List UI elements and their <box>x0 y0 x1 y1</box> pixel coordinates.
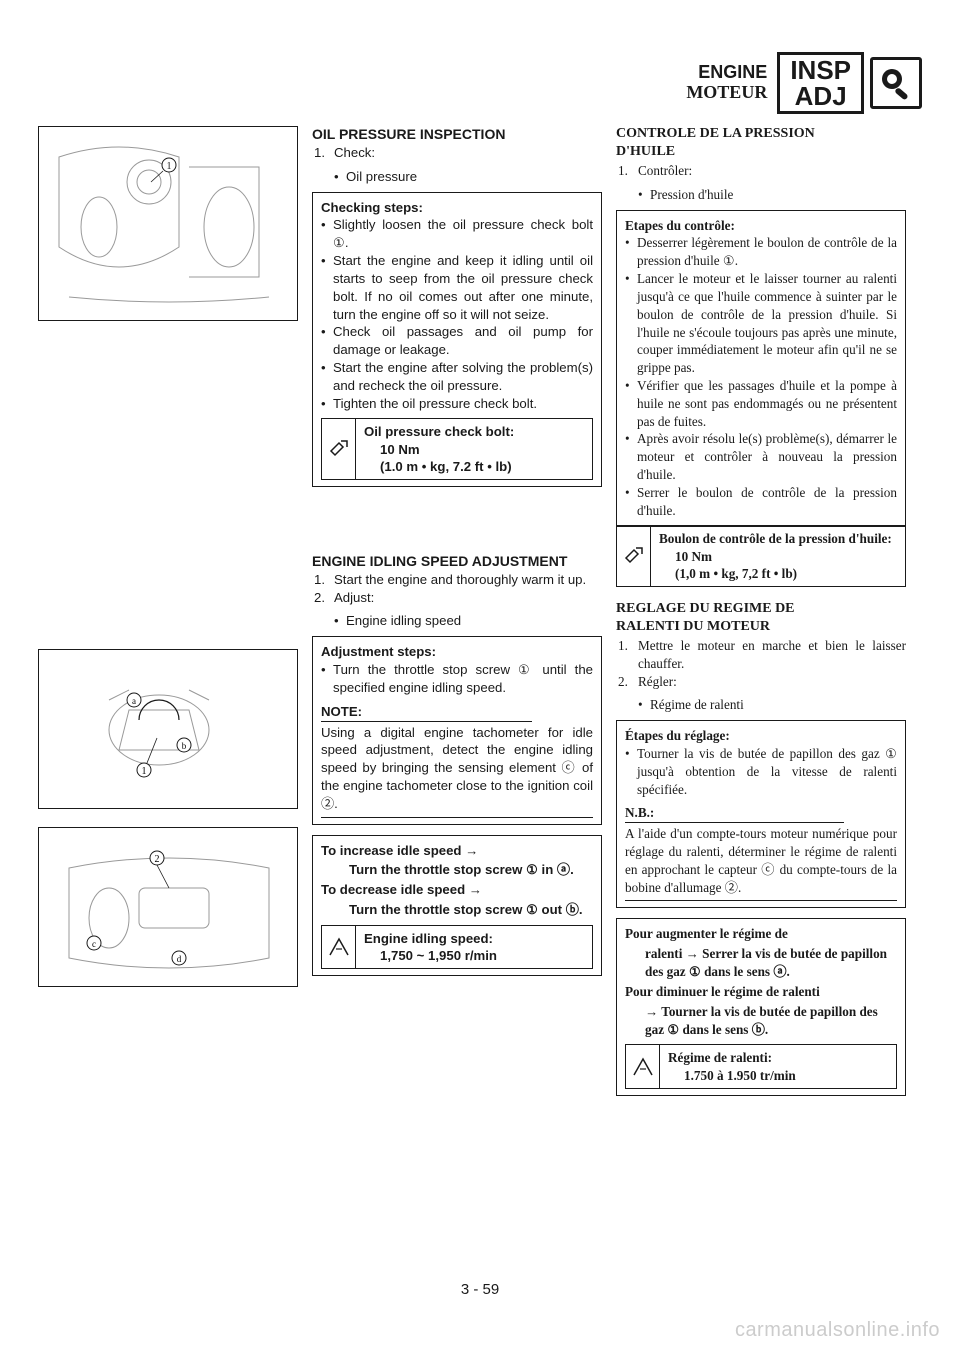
oil-step1-en: 1. Check: <box>312 144 602 162</box>
oil-bullet-fr: •Pression d'huile <box>638 186 906 204</box>
spec-l1-fr: Régime de ralenti: <box>668 1049 888 1066</box>
inc-l2-en: Turn the throttle stop screw ① in ⓐ. <box>321 861 593 879</box>
inc-l1-en: To increase idle speed → <box>321 842 593 860</box>
note-label-fr: N.B.: <box>625 804 844 823</box>
box1-item-en: •Start the engine after solving the prob… <box>321 359 593 395</box>
torque-box-en: Oil pressure check bolt: 10 Nm (1.0 m • … <box>321 418 593 479</box>
diagram-throttle-screw: a b 1 <box>38 649 298 809</box>
svg-text:1: 1 <box>142 766 147 777</box>
box2-title-en: Adjustment steps: <box>321 643 593 661</box>
spec-l1-en: Engine idling speed: <box>364 930 584 947</box>
header-section-box: INSP ADJ <box>777 52 864 114</box>
header-labels: ENGINE MOTEUR <box>686 63 771 103</box>
torque-l2-fr: 10 Nm <box>659 548 897 565</box>
idle-title-en: ENGINE IDLING SPEED ADJUSTMENT <box>312 553 602 569</box>
spec-icon <box>626 1045 660 1087</box>
adjustment-box-fr: Étapes du réglage: •Tourner la vis de bu… <box>616 720 906 908</box>
torque-l2-en: 10 Nm <box>364 441 584 458</box>
french-column: CONTROLE DE LA PRESSION D'HUILE 1.Contrô… <box>616 126 906 1096</box>
header-engine-en: ENGINE <box>686 63 767 83</box>
oil-title-en: OIL PRESSURE INSPECTION <box>312 126 602 142</box>
idle-bullet-fr: •Régime de ralenti <box>638 696 906 714</box>
adjustment-box-en: Adjustment steps: •Turn the throttle sto… <box>312 636 602 824</box>
box1-item-en: •Slightly loosen the oil pressure check … <box>321 216 593 252</box>
torque-l3-fr: (1,0 m • kg, 7,2 ft • lb) <box>659 565 897 582</box>
watermark: carmanualsonline.info <box>735 1319 940 1342</box>
svg-text:2: 2 <box>155 854 160 865</box>
spec-box-en: Engine idling speed: 1,750 ~ 1,950 r/min <box>321 925 593 969</box>
inspection-icon <box>870 57 922 109</box>
dec-l2-en: Turn the throttle stop screw ① out ⓑ. <box>321 901 593 919</box>
idle-step2-en: 2.Adjust: <box>312 589 602 607</box>
box2-item-fr: •Tourner la vis de butée de papillon des… <box>625 745 897 798</box>
english-column: OIL PRESSURE INSPECTION 1. Check: •Oil p… <box>312 126 602 1096</box>
torque-icon <box>617 526 651 585</box>
oil-title-fr-l1: CONTROLE DE LA PRESSION <box>616 126 906 142</box>
torque-l1-fr: Boulon de contrôle de la pression d'huil… <box>659 530 897 547</box>
idle-bullet-en: •Engine idling speed <box>334 612 602 630</box>
inc-l1-fr: Pour augmenter le régime de <box>625 925 897 943</box>
dec-l2-fr: → Tourner la vis de butée de papillon de… <box>625 1003 897 1039</box>
oil-title-fr-l2: D'HUILE <box>616 144 906 160</box>
checking-steps-box-en: Checking steps: •Slightly loosen the oil… <box>312 192 602 487</box>
svg-text:1: 1 <box>167 161 172 172</box>
spec-icon <box>322 926 356 968</box>
idle-title-fr-l1: REGLAGE DU REGIME DE <box>616 601 906 617</box>
header-adj: ADJ <box>790 83 851 109</box>
spec-box-fr: Régime de ralenti: 1.750 à 1.950 tr/min <box>625 1044 897 1088</box>
box1-item-fr: •Après avoir résolu le(s) problème(s), d… <box>625 430 897 483</box>
torque-l1-en: Oil pressure check bolt: <box>364 423 584 440</box>
spec-l2-en: 1,750 ~ 1,950 r/min <box>364 947 584 964</box>
box1-title-en: Checking steps: <box>321 199 593 217</box>
idle-step2-fr: 2.Régler: <box>616 673 906 691</box>
torque-box-fr: Boulon de contrôle de la pression d'huil… <box>616 525 906 586</box>
box1-item-en: •Check oil passages and oil pump for dam… <box>321 323 593 359</box>
header-moteur-fr: MOTEUR <box>686 83 767 103</box>
idle-adjust-box-en: To increase idle speed → Turn the thrott… <box>312 835 602 977</box>
svg-text:c: c <box>92 939 96 949</box>
idle-adjust-box-fr: Pour augmenter le régime de ralenti → Se… <box>616 918 906 1095</box>
checking-steps-box-fr: Etapes du contrôle: •Desserrer légèremen… <box>616 210 906 527</box>
diagram-oil-pressure: 1 <box>38 126 298 321</box>
box2-title-fr: Étapes du réglage: <box>625 727 897 745</box>
idle-step1-en: 1.Start the engine and thoroughly warm i… <box>312 571 602 589</box>
oil-step1-fr: 1.Contrôler: <box>616 162 906 180</box>
note-label-en: NOTE: <box>321 703 532 722</box>
box1-item-fr: •Lancer le moteur et le laisser tourner … <box>625 270 897 377</box>
box1-item-fr: •Desserrer légèrement le boulon de contr… <box>625 234 897 270</box>
inc-l2-fr: ralenti → Serrer la vis de butée de papi… <box>625 945 897 981</box>
diagram-ignition-coil: 2 c d <box>38 827 298 987</box>
svg-text:b: b <box>182 741 187 751</box>
box1-item-fr: •Serrer le boulon de contrôle de la pres… <box>625 484 897 520</box>
torque-icon <box>322 419 356 478</box>
page-number: 3 - 59 <box>0 1281 960 1298</box>
idle-title-fr-l2: RALENTI DU MOTEUR <box>616 619 906 635</box>
box1-title-fr: Etapes du contrôle: <box>625 217 897 235</box>
oil-bullet-en: •Oil pressure <box>334 168 602 186</box>
note-body-fr: A l'aide d'un compte-tours moteur numéri… <box>625 825 897 896</box>
header-insp: INSP <box>790 57 851 83</box>
svg-text:a: a <box>132 696 136 706</box>
svg-text:d: d <box>177 954 182 964</box>
box2-item-en: •Turn the throttle stop screw ① until th… <box>321 661 593 697</box>
idle-step1-fr: 1.Mettre le moteur en marche et bien le … <box>616 637 906 673</box>
diagram-column: 1 a b <box>38 126 298 1096</box>
spec-l2-fr: 1.750 à 1.950 tr/min <box>668 1067 888 1084</box>
note-body-en: Using a digital engine tachometer for id… <box>321 724 593 813</box>
box1-item-en: •Tighten the oil pressure check bolt. <box>321 395 593 413</box>
dec-l1-fr: Pour diminuer le régime de ralenti <box>625 983 897 1001</box>
dec-l1-en: To decrease idle speed → <box>321 881 593 899</box>
page-header: ENGINE MOTEUR INSP ADJ <box>686 52 922 114</box>
torque-l3-en: (1.0 m • kg, 7.2 ft • lb) <box>364 458 584 475</box>
box1-item-en: •Start the engine and keep it idling unt… <box>321 252 593 323</box>
box1-item-fr: •Vérifier que les passages d'huile et la… <box>625 377 897 430</box>
